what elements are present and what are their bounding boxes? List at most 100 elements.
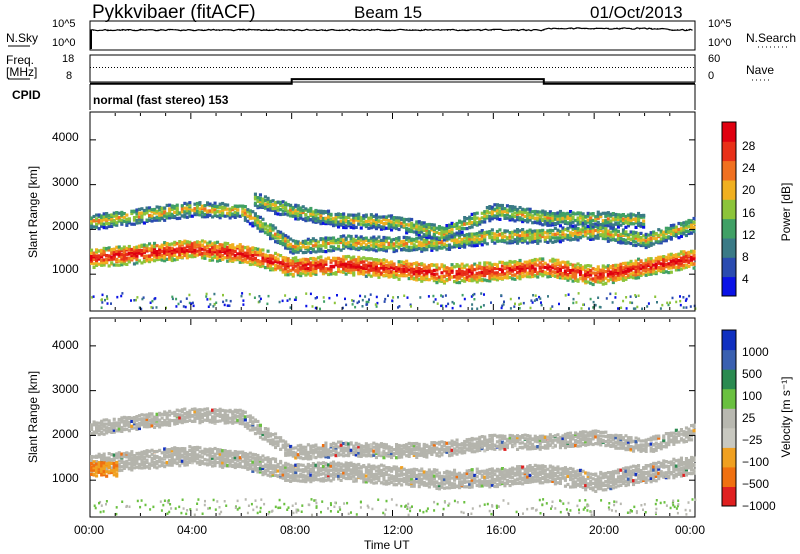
heatmap-cell [425,265,429,269]
heatmap-cell [518,261,522,266]
heatmap-cell [495,263,499,267]
heatmap-cell [629,233,633,237]
heatmap-cell [110,302,112,305]
heatmap-cell [553,222,557,226]
heatmap-cell [332,248,336,252]
heatmap-cell [160,210,164,214]
heatmap-cell [493,267,497,271]
heatmap-cell [453,238,457,243]
heatmap-cell [614,265,618,269]
heatmap-cell [563,216,567,220]
heatmap-cell [127,217,131,221]
heatmap-cell [440,234,444,238]
heatmap-cell [664,226,668,230]
heatmap-cell [160,207,164,211]
heatmap-cell [95,426,99,430]
heatmap-cell [384,273,388,277]
heatmap-cell [266,232,270,236]
heatmap-cell [483,266,487,270]
heatmap-cell [377,243,381,247]
heatmap-cell [417,230,421,234]
heatmap-cell [233,414,237,418]
heatmap-cell [445,266,449,270]
heatmap-cell [198,252,202,256]
heatmap-cell [286,235,290,239]
heatmap-cell [188,411,192,415]
heatmap-cell [253,432,257,436]
heatmap-cell [352,218,356,222]
heatmap-cell [430,273,434,277]
heatmap-cell [624,238,628,242]
heatmap-cell [468,226,472,230]
heatmap-cell [193,412,197,417]
heatmap-cell [233,204,237,208]
heatmap-cell [649,236,653,240]
heatmap-cell [178,246,182,250]
heatmap-cell [458,233,462,237]
heatmap-cell [168,257,172,261]
heatmap-cell [420,241,424,245]
heatmap-cell [536,234,540,238]
heatmap-cell [226,259,230,263]
heatmap-cell [508,266,512,270]
heatmap-cell [563,276,567,280]
heatmap-cell [213,303,216,306]
heatmap-cell [546,263,550,267]
heatmap-cell [140,243,144,247]
heatmap-cell [395,275,399,279]
heatmap-cell [344,255,348,259]
heatmap-cell [309,261,313,265]
heatmap-cell [624,269,628,273]
heatmap-cell [692,262,696,266]
heatmap-cell [470,244,474,248]
heatmap-cell [200,247,204,251]
heatmap-cell [213,246,217,250]
heatmap-cell [374,448,378,452]
heatmap-cell [130,416,134,420]
heatmap-cell [533,269,537,273]
heatmap-cell [621,261,625,266]
heatmap-cell [137,211,141,215]
heatmap-cell [155,253,159,257]
heatmap-cell [150,210,154,214]
heatmap-cell [581,279,585,283]
heatmap-cell [367,453,371,457]
heatmap-cell [402,217,406,221]
heatmap-cell [377,219,381,223]
heatmap-cell [168,209,172,213]
heatmap-cell [158,208,162,212]
heatmap-cell [493,241,497,245]
heatmap-cell [311,271,315,275]
heatmap-cell [538,265,542,269]
heatmap-cell [135,418,139,422]
heatmap-cell [301,245,305,249]
power-ytick-2000: 2000 [52,219,79,233]
heatmap-cell [451,300,454,304]
heatmap-cell [377,267,381,271]
heatmap-cell [203,418,207,422]
heatmap-cell [95,254,99,258]
heatmap-cell [102,253,106,257]
heatmap-cell [291,266,295,270]
heatmap-cell [236,256,240,260]
heatmap-cell [362,272,366,276]
heatmap-cell [468,232,472,236]
heatmap-cell [337,225,341,229]
heatmap-cell [258,260,262,264]
heatmap-cell [92,430,96,434]
heatmap-cell [662,266,666,271]
heatmap-cell [616,275,620,279]
heatmap-cell [306,215,310,220]
heatmap-cell [488,274,492,278]
heatmap-cell [626,261,630,265]
heatmap-cell [357,255,361,259]
heatmap-cell [248,216,252,220]
heatmap-cell [508,275,512,280]
heatmap-cell [483,231,487,235]
heatmap-cell [637,237,641,241]
heatmap-cell [498,267,502,271]
heatmap-cell [132,416,136,420]
heatmap-cell [221,418,225,422]
heatmap-cell [195,411,199,415]
heatmap-cell [362,453,366,457]
